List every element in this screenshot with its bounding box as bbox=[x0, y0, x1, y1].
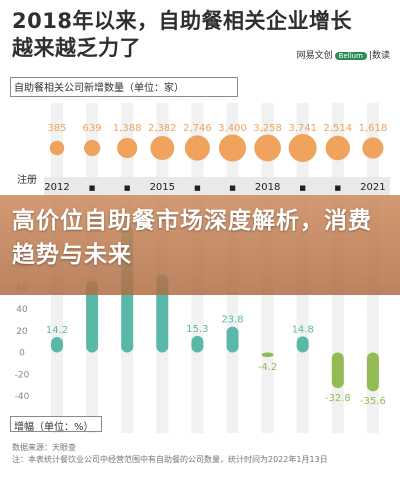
x-tick-label: 2015 bbox=[150, 182, 175, 193]
footer: 数据来源：天眼查 注：本表统计餐饮业公司中经营范围中有自助餐的公司数量，统计时间… bbox=[12, 442, 392, 466]
bubble-mark bbox=[117, 137, 138, 159]
bar-value-label: -4.2 bbox=[258, 362, 278, 373]
title-line-1: 2018年以来，自助餐相关企业增长 bbox=[12, 9, 352, 33]
growth-bar bbox=[86, 280, 99, 353]
brand-separator: | bbox=[368, 51, 372, 61]
bubble-mark bbox=[325, 135, 350, 161]
x-tick-label: 2021 bbox=[360, 182, 385, 193]
chart-title-box bbox=[10, 77, 238, 97]
bar-value-label: 14.8 bbox=[292, 324, 314, 335]
bubble-value-label: 1,618 bbox=[359, 123, 388, 134]
growth-bar bbox=[261, 352, 274, 358]
bar-value-label: 15.3 bbox=[186, 324, 208, 335]
bubble-value-label: 1,388 bbox=[113, 123, 142, 134]
bar-value-label: 23.8 bbox=[221, 315, 243, 326]
title-line-2: 越来越乏力了 bbox=[12, 36, 141, 60]
bubble-value-label: 3,741 bbox=[288, 123, 317, 134]
y-tick-label: 40 bbox=[16, 305, 28, 315]
x-tick-label: ■ bbox=[124, 184, 131, 192]
x-tick-label: 2012 bbox=[44, 182, 69, 193]
page-title: 2018年以来，自助餐相关企业增长 越来越乏力了 bbox=[12, 8, 392, 62]
growth-bar bbox=[226, 326, 239, 353]
footer-source: 数据来源：天眼查 bbox=[12, 443, 76, 452]
bubble-value-label: 2,382 bbox=[148, 123, 177, 134]
bubble-mark bbox=[49, 140, 65, 156]
x-tick-label: ■ bbox=[89, 184, 96, 192]
bubble-mark bbox=[184, 135, 210, 161]
registered-label: 注册 bbox=[12, 175, 42, 187]
growth-bar bbox=[331, 352, 344, 389]
bar-value-label: 14.2 bbox=[46, 325, 68, 336]
overlay-title: 高价位自助餐市场深度解析，消费趋势与未来 bbox=[12, 208, 372, 268]
growth-bar bbox=[366, 352, 379, 392]
x-tick-label: 2018 bbox=[255, 182, 280, 193]
bubble-value-label: 639 bbox=[83, 123, 102, 134]
x-tick-label: ■ bbox=[194, 184, 201, 192]
bar-value-label: -35.6 bbox=[360, 396, 386, 407]
y-tick-label: -20 bbox=[15, 370, 30, 380]
bubble-mark bbox=[254, 134, 281, 162]
chart-title: 自助餐相关公司新增数量（单位：家） bbox=[14, 83, 184, 94]
bubble-mark bbox=[288, 134, 317, 162]
bubble-value-label: 2,746 bbox=[183, 123, 212, 134]
x-tick-label: ■ bbox=[334, 184, 341, 192]
bar-value-label: -32.8 bbox=[325, 393, 351, 404]
growth-label-box bbox=[10, 416, 102, 432]
x-tick-label: ■ bbox=[299, 184, 306, 192]
brand-badge: Bellum bbox=[334, 52, 367, 60]
brand-name: 网易文创 bbox=[296, 51, 333, 61]
growth-bar bbox=[51, 337, 63, 353]
brand-partner: 数读 bbox=[371, 51, 390, 61]
bubble-value-label: 3,258 bbox=[253, 123, 282, 134]
x-tick-label: ■ bbox=[229, 184, 236, 192]
growth-bar bbox=[296, 336, 309, 353]
footer-note: 注：本表统计餐饮业公司中经营范围中有自助餐的公司数量，统计时间为2022年1月1… bbox=[12, 455, 328, 464]
bubble-mark bbox=[83, 139, 101, 157]
growth-bar bbox=[191, 335, 204, 353]
x-axis-band bbox=[44, 177, 390, 195]
overlay-banner bbox=[0, 195, 400, 295]
bubble-value-label: 2,514 bbox=[323, 123, 352, 134]
bubble-value-label: 385 bbox=[47, 123, 66, 134]
y-tick-label: -40 bbox=[15, 392, 30, 402]
bubble-mark bbox=[362, 137, 384, 159]
growth-rate-label: 增幅（单位：%） bbox=[14, 422, 94, 433]
y-tick-label: 0 bbox=[19, 349, 25, 359]
bubble-mark bbox=[150, 136, 175, 160]
bubble-mark bbox=[218, 134, 247, 162]
brand-logo: 网易文创 Bellum |数读 bbox=[297, 48, 390, 61]
y-tick-label: 20 bbox=[16, 327, 28, 337]
bubble-value-label: 3,400 bbox=[218, 123, 247, 134]
